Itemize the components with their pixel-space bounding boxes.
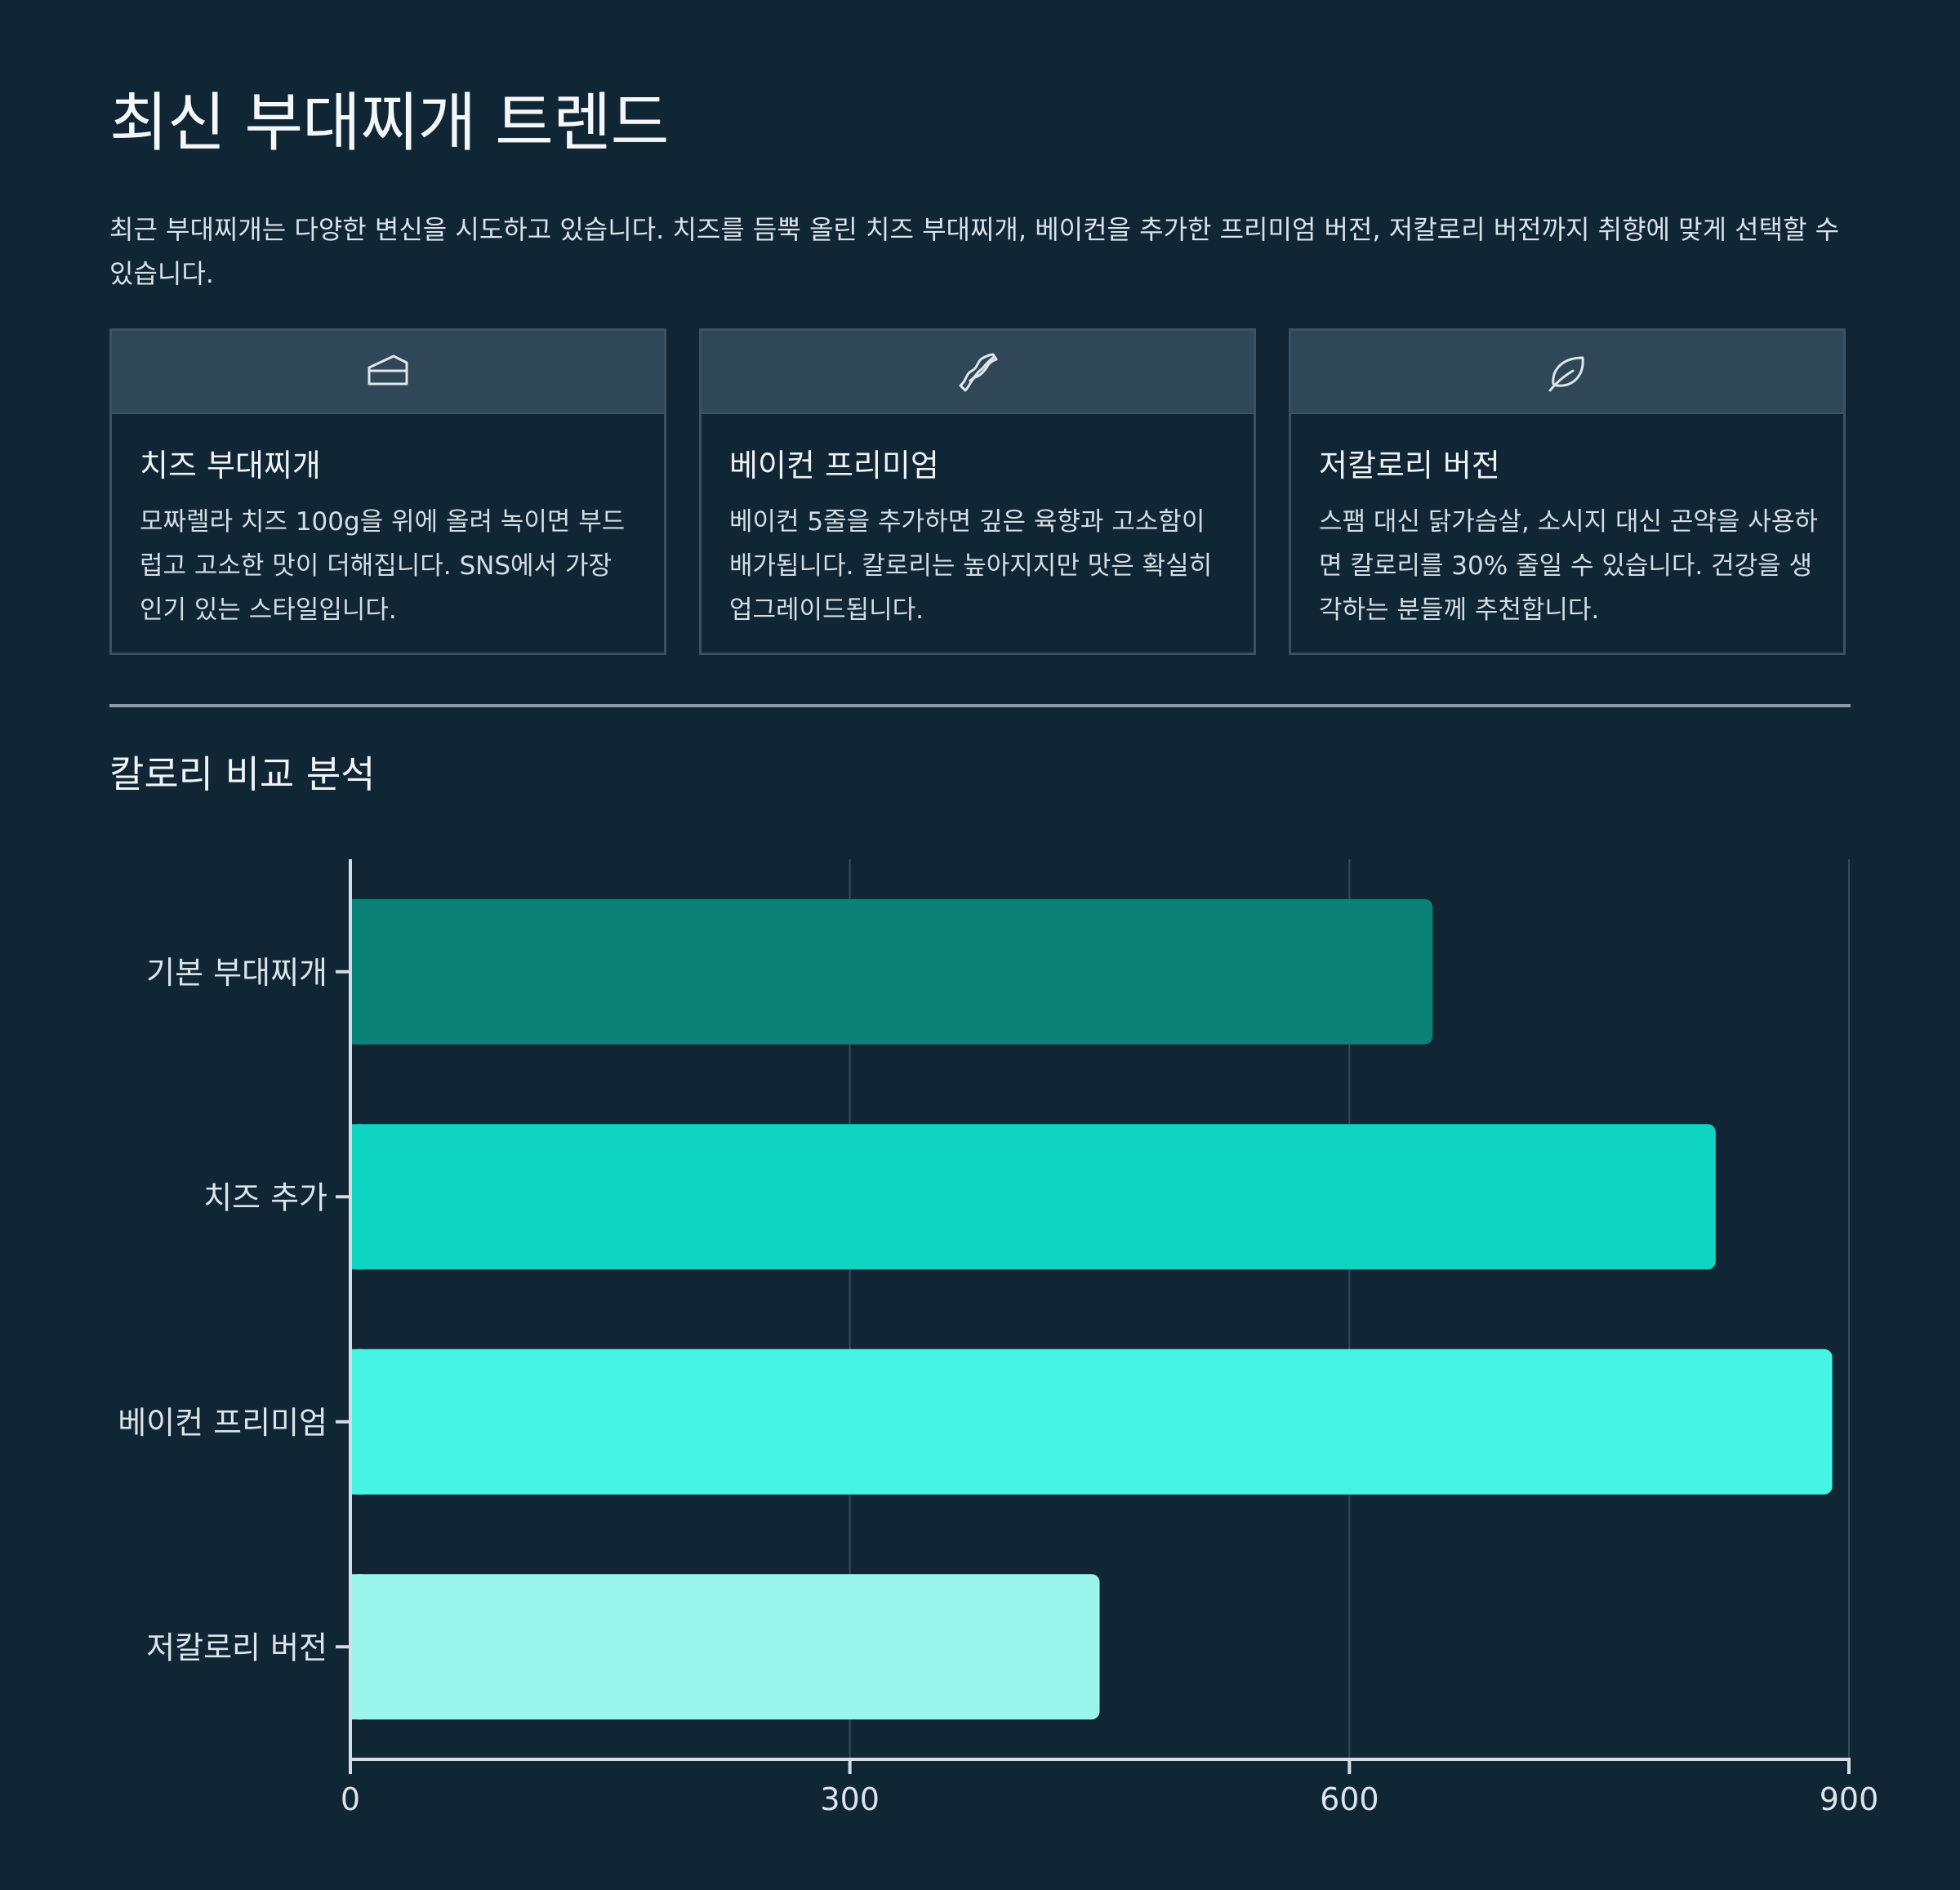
- card-bacon-title: 베이컨 프리미엄: [729, 448, 939, 484]
- y-tick-label-1: 치즈 추가: [203, 1179, 327, 1215]
- y-tick-label-0: 기본 부대찌개: [146, 955, 327, 991]
- card-lowcal-header: [1291, 331, 1843, 414]
- y-tick-label-3: 저칼로리 버전: [146, 1629, 327, 1665]
- intro-text: 최근 부대찌개는 다양한 변신을 시도하고 있습니다. 치즈를 듬뿍 올린 치즈…: [109, 214, 1840, 289]
- variant-cards: 치즈 부대찌개 모짜렐라 치즈 100g을 위에 올려 녹이면 부드럽고 고소한…: [109, 328, 1851, 658]
- x-tick-label-3: 900: [1820, 1781, 1879, 1817]
- section-divider: [109, 704, 1851, 707]
- cheese-icon: [368, 354, 408, 386]
- card-cheese: 치즈 부대찌개 모짜렐라 치즈 100g을 위에 올려 녹이면 부드럽고 고소한…: [109, 328, 666, 655]
- y-tick-label-2: 베이컨 프리미엄: [118, 1405, 327, 1441]
- bar-base-2: [350, 1348, 362, 1495]
- card-lowcal-text: 스팸 대신 닭가슴살, 소시지 대신 곤약을 사용하면 칼로리를 30% 줄일 …: [1319, 507, 1818, 625]
- leaf-icon: [1548, 356, 1584, 392]
- card-lowcal-title: 저칼로리 버전: [1319, 448, 1500, 484]
- card-cheese-header: [112, 331, 664, 414]
- section-title: 칼로리 비교 분석: [109, 752, 376, 796]
- x-tick-label-1: 300: [820, 1781, 880, 1817]
- card-bacon-header: [702, 331, 1254, 414]
- page-title: 최신 부대찌개 트렌드: [109, 87, 669, 160]
- card-lowcal: 저칼로리 버전 스팸 대신 닭가슴살, 소시지 대신 곤약을 사용하면 칼로리를…: [1289, 328, 1846, 655]
- bar-1: [350, 1124, 1716, 1270]
- card-cheese-text: 모짜렐라 치즈 100g을 위에 올려 녹이면 부드럽고 고소한 맛이 더해집니…: [140, 507, 626, 625]
- bar-0: [350, 898, 1433, 1045]
- bar-base-0: [350, 898, 362, 1045]
- bacon-icon: [959, 353, 998, 392]
- bar-2: [350, 1348, 1833, 1495]
- card-bacon: 베이컨 프리미엄 베이컨 5줄을 추가하면 깊은 육향과 고소함이 배가됩니다.…: [699, 328, 1256, 655]
- x-tick-label-2: 600: [1320, 1781, 1379, 1817]
- card-bacon-text: 베이컨 5줄을 추가하면 깊은 육향과 고소함이 배가됩니다. 칼로리는 높아지…: [729, 507, 1213, 625]
- x-tick-label-0: 0: [341, 1781, 360, 1817]
- bar-base-3: [350, 1574, 362, 1720]
- bar-3: [350, 1574, 1100, 1720]
- card-cheese-title: 치즈 부대찌개: [140, 448, 321, 484]
- bar-base-1: [350, 1124, 362, 1270]
